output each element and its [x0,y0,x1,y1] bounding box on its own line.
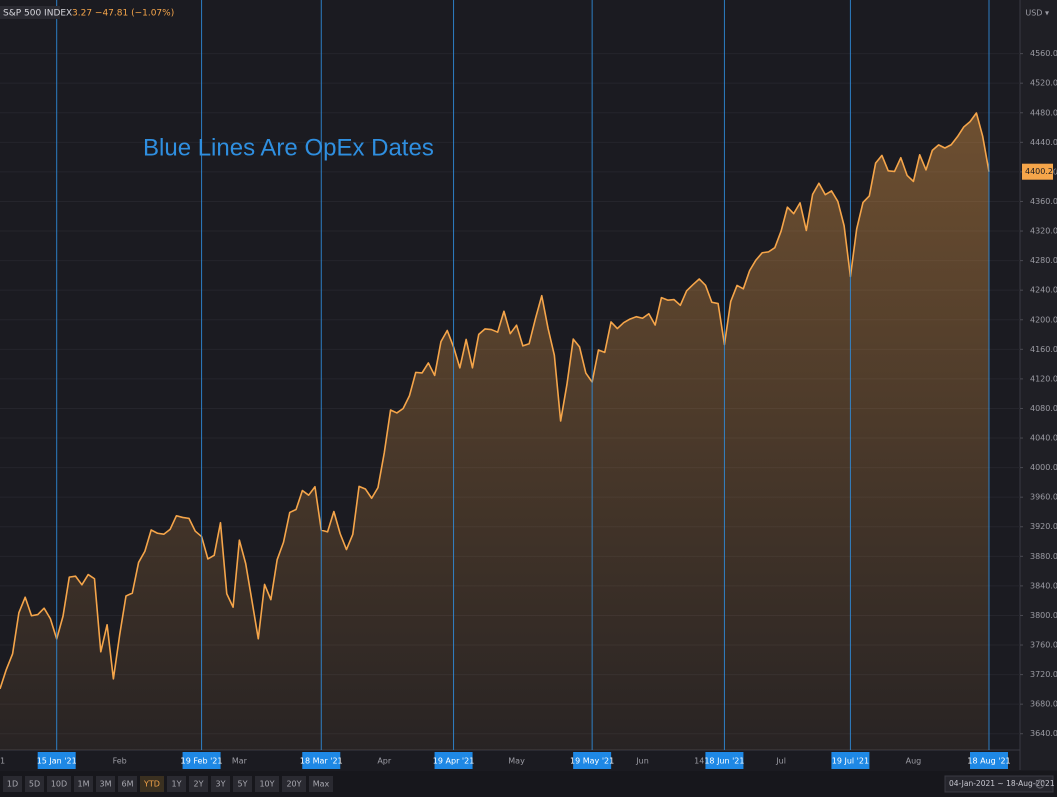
range-button[interactable] [189,776,208,792]
marks [0,0,990,751]
range-button[interactable] [74,776,93,792]
y-tick-label: 4360.00 [1030,197,1057,206]
range-button-label[interactable]: 10D [51,780,67,789]
range-button[interactable] [309,776,333,792]
axis-panel [1020,0,1057,770]
quote: 3.27 −47.81 (−1.07%) [72,9,174,19]
opex-label-box [37,752,76,769]
y-tick-label: 4000.00 [1030,463,1057,472]
range-button-label[interactable]: 2Y [194,780,204,789]
opex-label-box [831,752,870,769]
symbol: S&P 500 INDEX [3,9,72,19]
y-tick-label: 4160.00 [1030,345,1057,354]
range-button-label[interactable]: 3M [100,780,112,789]
opex-label-box [182,752,221,769]
opex-label: 19 Feb '21 [181,757,223,766]
y-tick-label: 3760.00 [1030,641,1057,650]
y-tick-label: 4440.00 [1030,138,1057,147]
y-tick-label: 3960.00 [1030,493,1057,502]
opex-label-box [573,752,612,769]
opex-label-box [302,752,341,769]
range-button-label[interactable]: 6M [122,780,134,789]
y-tick-label: 4080.00 [1030,404,1057,413]
annotation: Blue Lines Are OpEx Dates [143,134,434,161]
range-button-label[interactable]: 10Y [259,780,274,789]
y-tick-label: 4040.00 [1030,434,1057,443]
range-button-label[interactable]: Max [313,780,330,789]
range-button[interactable] [25,776,44,792]
y-tick-label: 4480.00 [1030,108,1057,117]
y-tick-label: 3720.00 [1030,670,1057,679]
x-tick-label: Mar [232,757,248,766]
range-button-label[interactable]: YTD [143,780,160,789]
opex-label: 15 Jan '21 [37,757,77,766]
symbol-box [0,6,60,19]
range-button-label[interactable]: 3Y [216,780,226,789]
currency: USD ▾ [1025,9,1049,18]
last-price-box [1022,163,1053,180]
y-tick-label: 3840.00 [1030,581,1057,590]
range-button-label[interactable]: 1D [7,780,18,789]
date-range-box[interactable] [944,775,1054,793]
range-button[interactable] [3,776,22,792]
x-tick-label: 14 [694,757,704,766]
y-tick-label: 4120.00 [1030,374,1057,383]
opex-label: 18 Jun '21 [704,757,744,766]
opex-label: 18 Aug '21 [967,757,1010,766]
range-button-label[interactable]: 1M [78,780,90,789]
x-tick-label: Aug [906,757,922,766]
y-tick-label: 4240.00 [1030,286,1057,295]
range-button[interactable] [140,776,164,792]
date-range[interactable]: 04-Jan-2021 ~ 18-Aug-2021 [949,779,1055,788]
range-button[interactable] [96,776,115,792]
y-tick-label: 4280.00 [1030,256,1057,265]
y-tick-label: 4200.00 [1030,315,1057,324]
y-tick-label: 4520.00 [1030,79,1057,88]
x-tick-label: 21 [0,757,5,766]
x-tick-label: Feb [113,757,127,766]
range-button[interactable] [167,776,186,792]
y-tick-label: 4320.00 [1030,227,1057,236]
opex-label-box [970,752,1008,769]
x-tick-label: Jun [635,757,649,766]
range-button[interactable] [255,776,279,792]
price-line [0,112,990,690]
opex-label: 18 Mar '21 [300,757,343,766]
y-tick-label: 3880.00 [1030,552,1057,561]
y-tick-label: 3640.00 [1030,729,1057,738]
opex-label-box [434,752,473,769]
y-tick-label: 3800.00 [1030,611,1057,620]
range-button-label[interactable]: 1Y [172,780,182,789]
opex-label-box [705,752,744,769]
opex-label: 19 May '21 [570,757,614,766]
y-tick-label: 3680.00 [1030,700,1057,709]
opex-label: 19 Apr '21 [433,757,474,766]
x-tick-label: Apr [377,757,392,766]
range-button-label[interactable]: 20Y [286,780,301,789]
y-tick-label: 3920.00 [1030,522,1057,531]
range-button[interactable] [282,776,306,792]
area-fill [0,112,989,751]
range-button-label[interactable]: 5Y [238,780,248,789]
settings-icon[interactable] [1035,779,1045,789]
x-tick-label: May [508,757,525,766]
range-button[interactable] [233,776,252,792]
range-button[interactable] [118,776,137,792]
labels: 3640.00 3680.00 3720.00 3760.00 3800.00 3840.… [0,49,1057,793]
range-button[interactable] [47,776,71,792]
y-tick-label: 4560.00 [1030,49,1057,58]
opex-label: 19 Jul '21 [832,757,869,766]
x-tick-label: Jul [775,757,786,766]
range-button-label[interactable]: 5D [29,780,40,789]
range-button[interactable] [211,776,230,792]
last-price-label: 4400.27 [1025,167,1057,176]
